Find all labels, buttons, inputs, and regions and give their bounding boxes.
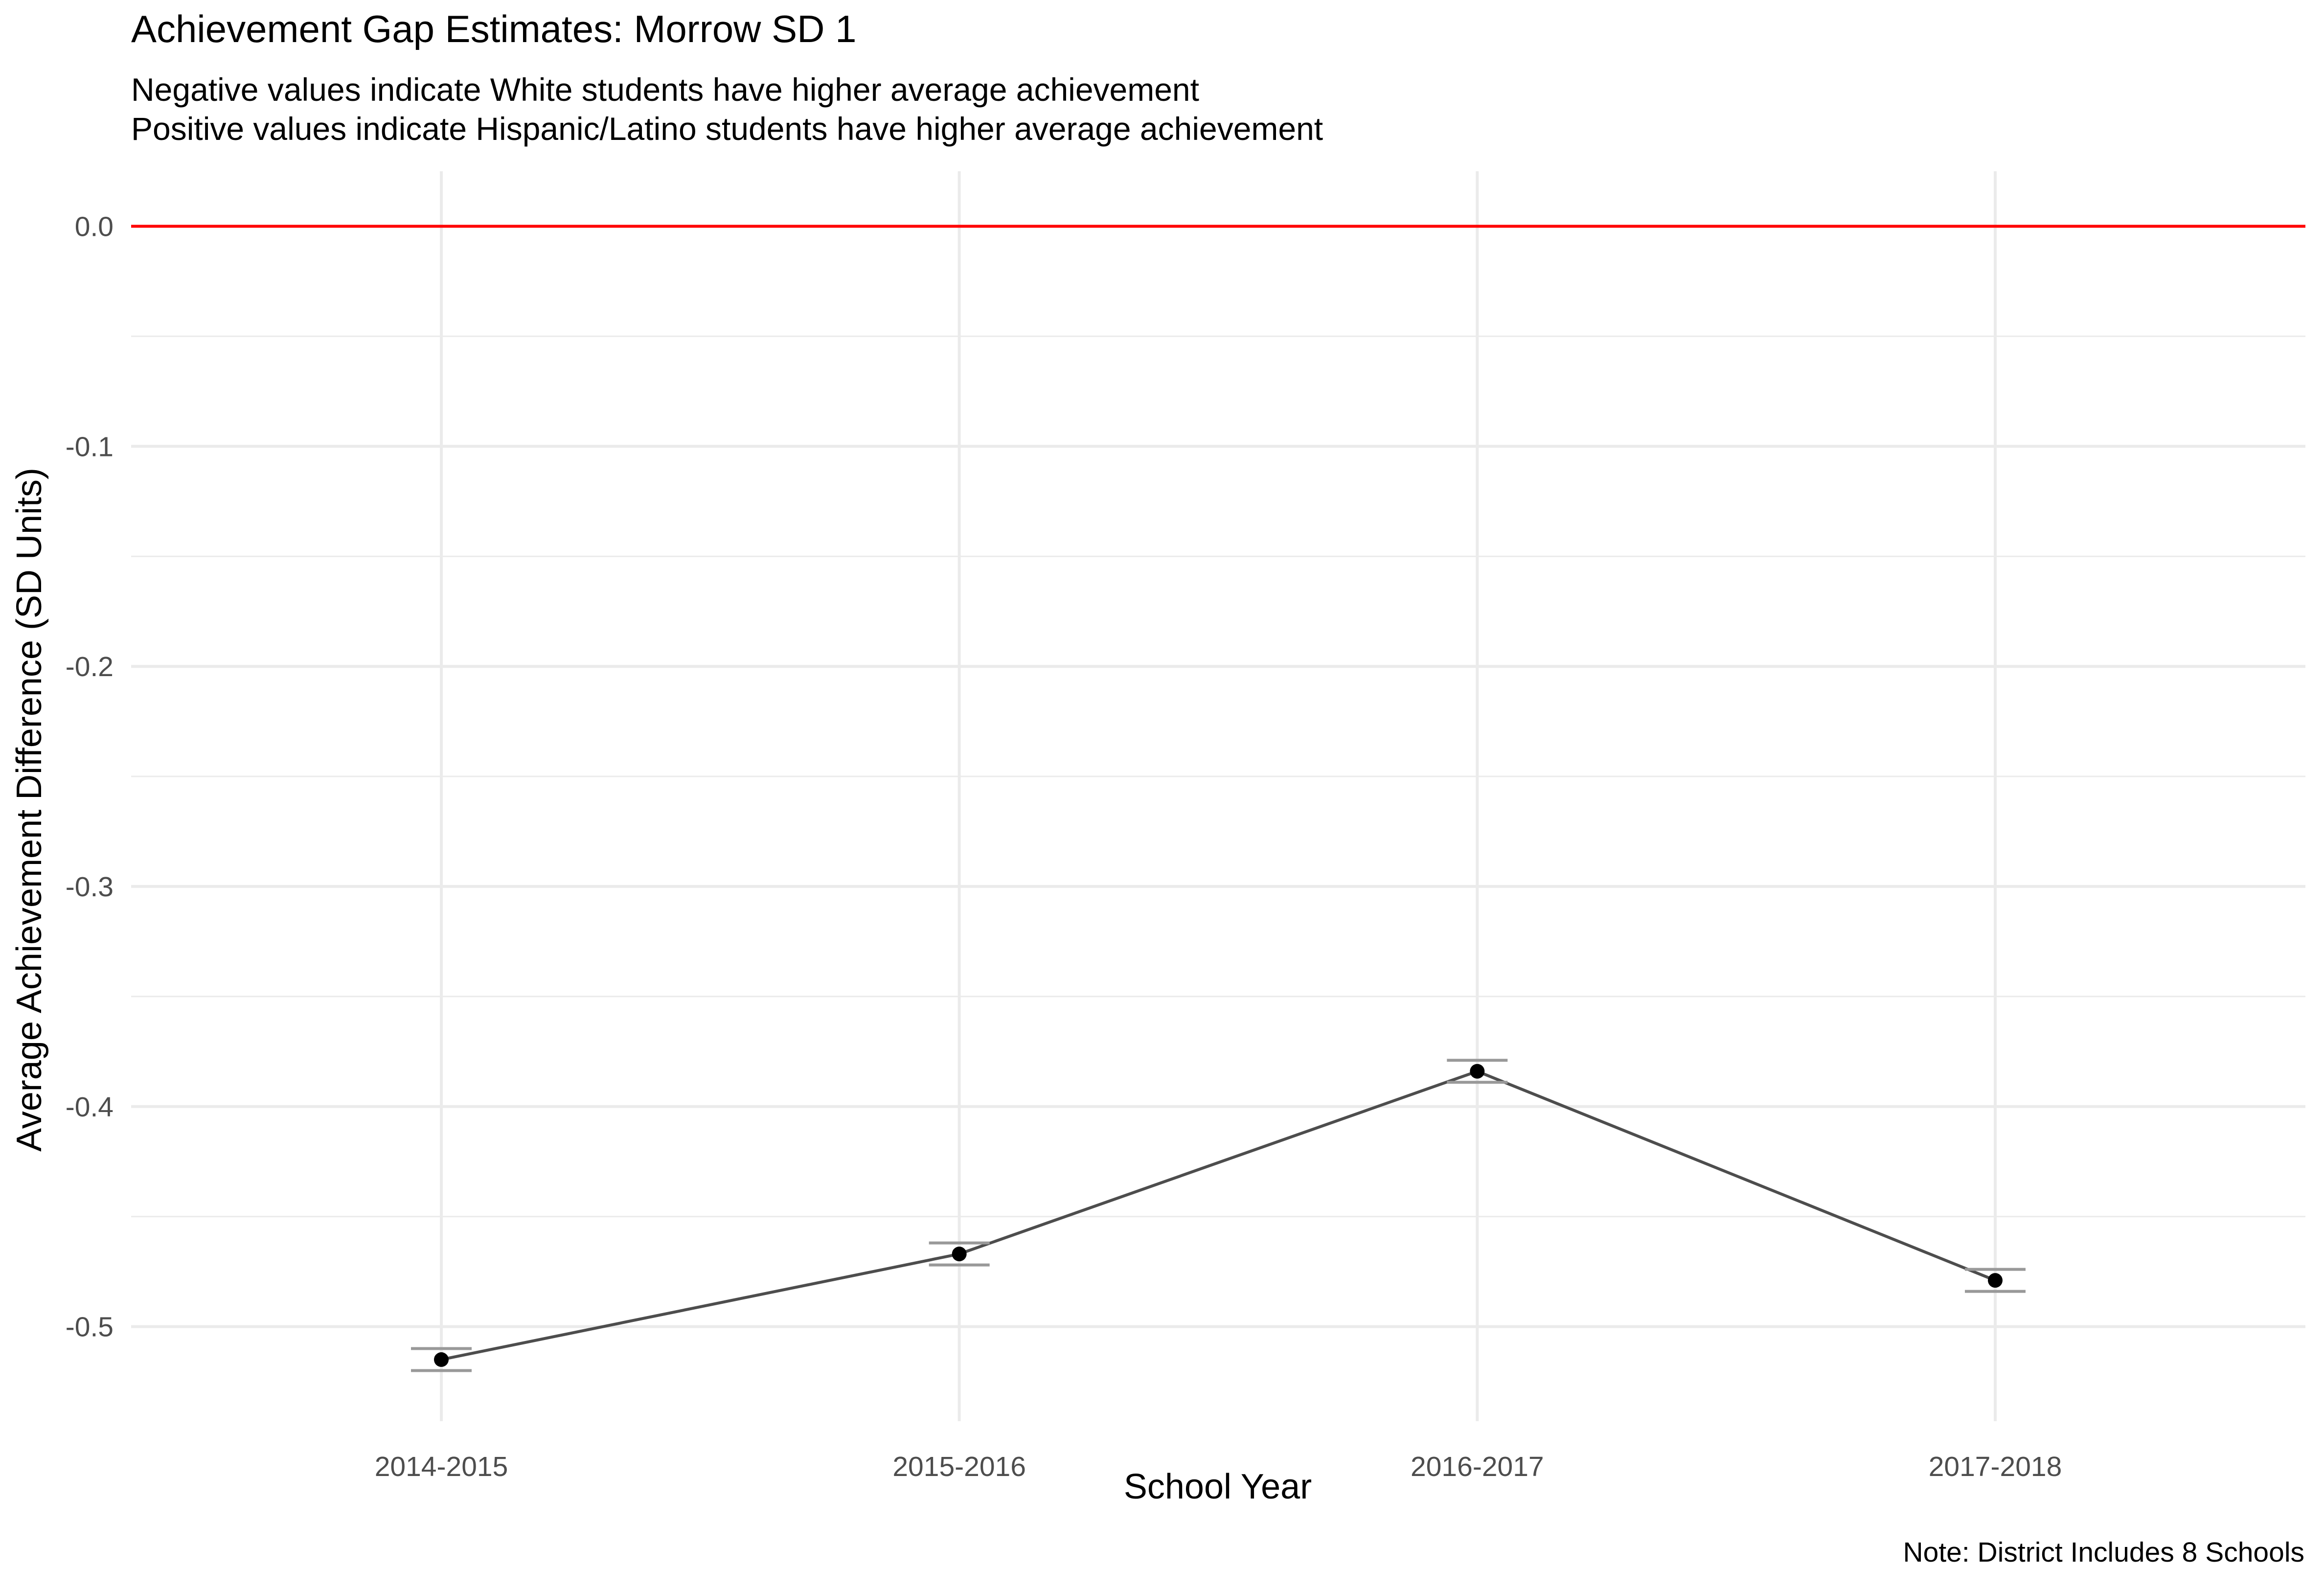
chart-subtitle-line-1: Negative values indicate White students … (131, 71, 1199, 108)
y-tick-label: 0.0 (75, 211, 114, 242)
y-tick-label: -0.1 (66, 431, 114, 462)
x-tick-label: 2015-2016 (892, 1451, 1026, 1482)
x-tick-label: 2014-2015 (375, 1451, 508, 1482)
data-point (1988, 1273, 2003, 1288)
x-tick-label: 2016-2017 (1411, 1451, 1544, 1482)
chart-title: Achievement Gap Estimates: Morrow SD 1 (131, 7, 857, 50)
y-tick-label: -0.2 (66, 651, 114, 682)
x-tick-label: 2017-2018 (1929, 1451, 2062, 1482)
y-tick-label: -0.5 (66, 1312, 114, 1343)
y-tick-label: -0.3 (66, 871, 114, 903)
y-axis-label: Average Achievement Difference (SD Units… (10, 468, 49, 1152)
data-point (952, 1247, 967, 1262)
chart-caption: Note: District Includes 8 Schools (1903, 1537, 2304, 1568)
x-axis-label: School Year (1123, 1467, 1312, 1506)
data-point (434, 1352, 449, 1367)
data-point (1470, 1064, 1485, 1079)
y-tick-label: -0.4 (66, 1091, 114, 1123)
chart-subtitle-line-2: Positive values indicate Hispanic/Latino… (131, 111, 1323, 147)
series-line (441, 1069, 1996, 1361)
